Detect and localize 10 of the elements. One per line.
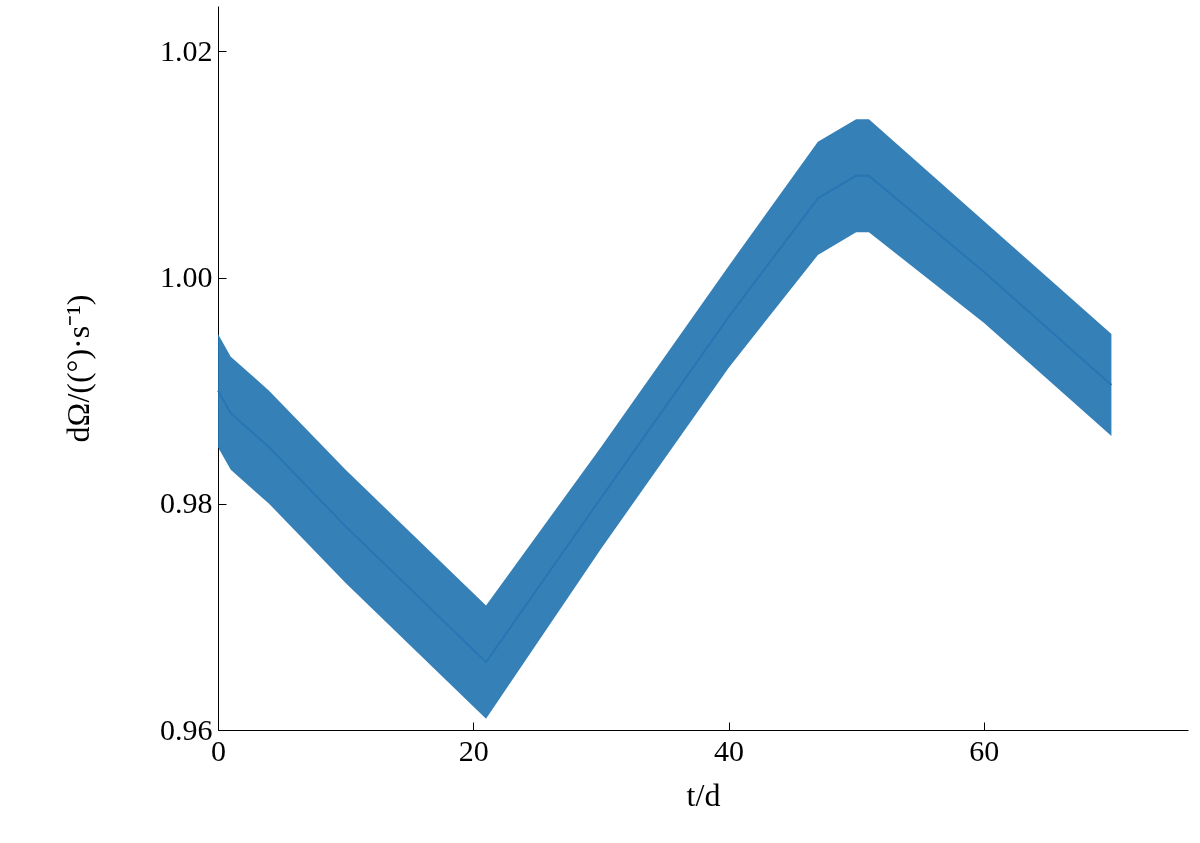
x-tick-label: 20 (458, 733, 489, 767)
x-tick-label: 40 (714, 733, 745, 767)
y-tick-label: 0.98 (160, 486, 213, 520)
x-tick-label: 0 (211, 733, 226, 767)
x-tick-label: 60 (969, 733, 1000, 767)
x-axis-title: t/d (686, 776, 721, 813)
y-axis-title: dΩ/((°)·s⁻¹) (60, 294, 96, 443)
y-tick-label: 1.00 (160, 260, 213, 293)
y-tick-label: 0.96 (160, 712, 213, 746)
y-tick-label: 1.02 (160, 33, 213, 67)
